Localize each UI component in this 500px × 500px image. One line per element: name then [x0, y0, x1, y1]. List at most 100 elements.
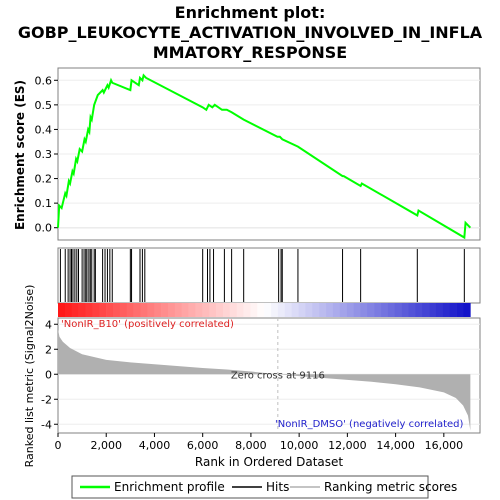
heat-bar-segment [284, 303, 292, 317]
heat-bar-segment [161, 303, 169, 317]
enrichment-profile-line [57, 73, 472, 240]
heat-bar-segment [394, 303, 402, 317]
heat-bar-segment [188, 303, 196, 317]
heat-bar-segment [442, 303, 451, 317]
negative-class-label: 'NonIR_DMSO' (negatively correlated) [275, 419, 463, 430]
hits-frame [57, 247, 481, 304]
heat-bar-segment [243, 303, 251, 317]
heat-bar-segment [119, 303, 128, 317]
heat-bar-segment [291, 303, 299, 317]
es-y-tick-label: 0.1 [35, 197, 53, 210]
heat-bar-segment [271, 303, 279, 317]
es-y-tick-label: 0.0 [35, 222, 53, 235]
heat-bar-segment [126, 303, 134, 317]
legend: Enrichment profile Hits Ranking metric s… [71, 475, 457, 499]
heat-bar-segment [415, 303, 423, 317]
x-tick-label: 14,000 [376, 439, 415, 452]
heat-bar-segment [277, 303, 286, 317]
heat-bar-segment [222, 303, 231, 317]
heat-bar-segment [99, 303, 107, 317]
heat-bar-segment [71, 303, 79, 317]
heat-bar-segment [78, 303, 86, 317]
es-y-tick-label: 0.4 [35, 123, 53, 136]
heat-bar-segment [360, 303, 368, 317]
heat-bar-segment [339, 303, 347, 317]
heat-bar-segment [202, 303, 210, 317]
x-tick-label: 8,000 [235, 439, 267, 452]
metric-y-tick-label: -4 [41, 418, 52, 431]
heat-bar-segment [236, 303, 244, 317]
es-y-tick-label: 0.3 [35, 148, 53, 161]
heat-bar-segment [216, 303, 224, 317]
heat-bar-segment [429, 303, 437, 317]
heat-bar-segment [181, 303, 189, 317]
chart-title-line2: GOBP_LEUKOCYTE_ACTIVATION_INVOLVED_IN_IN… [18, 23, 483, 42]
es-y-tick-label: 0.6 [35, 74, 53, 87]
metric-y-tick-label: 4 [45, 318, 52, 331]
legend-enrichment-label: Enrichment profile [114, 480, 225, 494]
es-y-ticks: 0.0 0.1 0.2 0.3 0.4 0.5 0.6 [35, 74, 58, 235]
heat-bar-segment [174, 303, 183, 317]
chart-title-line1: Enrichment plot: [175, 3, 326, 22]
x-tick-label: 2,000 [90, 439, 122, 452]
x-tick-label: 0 [55, 439, 62, 452]
legend-ranking-label: Ranking metric scores [324, 480, 457, 494]
heat-bar-segment [264, 303, 272, 317]
heat-bar-segment [147, 303, 155, 317]
heat-bar-segment [346, 303, 354, 317]
heat-bar-segment [92, 303, 100, 317]
es-y-tick-label: 0.5 [35, 99, 53, 112]
x-tick-label: 4,000 [139, 439, 171, 452]
heat-bar-segment [456, 303, 464, 317]
ranking-metric-area [58, 329, 471, 431]
metric-x-ticks: 0 2,000 4,000 6,000 8,000 10,000 12,000 14,000 1… [55, 433, 463, 452]
x-tick-label: 12,000 [328, 439, 367, 452]
metric-y-tick-label: -2 [41, 393, 52, 406]
heat-bar-segment [195, 303, 203, 317]
legend-hits-label: Hits [266, 480, 289, 494]
x-tick-label: 6,000 [187, 439, 219, 452]
heat-bar-segment [167, 303, 176, 317]
heat-bar-segment [401, 303, 409, 317]
heat-bar-segment [64, 303, 73, 317]
heat-bar-segment [112, 303, 121, 317]
heat-bar-segment [209, 303, 217, 317]
heat-bar-segment [353, 303, 361, 317]
heat-bar-segment [140, 303, 148, 317]
heat-bar-segment [332, 303, 341, 317]
metric-panel: Zero cross at 9116 'NonIR_B10' (positive… [23, 285, 481, 469]
heat-bar-segment [312, 303, 320, 317]
heat-bar-segment [106, 303, 114, 317]
heat-bar-segment [298, 303, 306, 317]
es-gridlines [58, 79, 480, 229]
heat-bar-segment [229, 303, 237, 317]
es-y-axis-label: Enrichment score (ES) [13, 80, 27, 230]
heat-bar-segment [463, 303, 471, 317]
metric-y-tick-label: 0 [45, 368, 52, 381]
es-y-tick-label: 0.2 [35, 173, 53, 186]
heat-bar-segment [326, 303, 334, 317]
heat-bar-segment [133, 303, 141, 317]
heat-bar-segment [305, 303, 313, 317]
positive-class-label: 'NonIR_B10' (positively correlated) [61, 319, 234, 330]
heat-bar-segment [422, 303, 430, 317]
heat-bar-segment [381, 303, 389, 317]
x-tick-label: 10,000 [280, 439, 319, 452]
metric-y-ticks: 4 2 0 -2 -4 [41, 318, 58, 431]
heat-bar-segment [408, 303, 416, 317]
heat-bar-segment [367, 303, 375, 317]
heat-bar-segment [435, 303, 444, 317]
hit-marks [59, 249, 465, 302]
hits-panel [57, 247, 481, 317]
heat-bar-segment [58, 303, 66, 317]
metric-y-axis-label: Ranked list metric (Signal2Noise) [23, 285, 36, 468]
metric-y-tick-label: 2 [45, 343, 52, 356]
heat-bar-segment [387, 303, 396, 317]
chart-title-line3: MMATORY_RESPONSE [153, 43, 347, 62]
zero-cross-label: Zero cross at 9116 [231, 370, 325, 381]
x-axis-label: Rank in Ordered Dataset [195, 455, 343, 469]
heat-bar-segment [257, 303, 265, 317]
heat-bar-segment [374, 303, 382, 317]
heat-bar-segment [319, 303, 327, 317]
